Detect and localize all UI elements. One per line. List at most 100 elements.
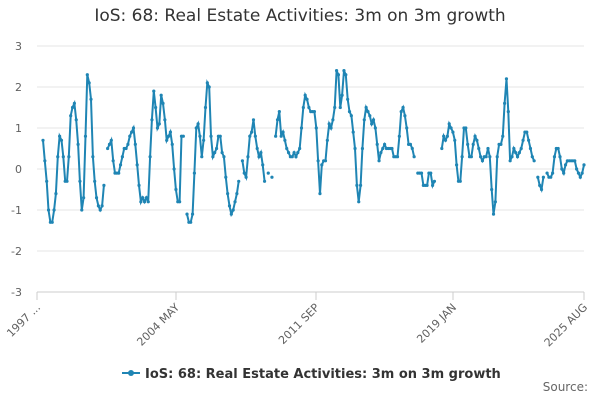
data-point[interactable] <box>312 110 317 114</box>
data-point[interactable] <box>377 159 381 163</box>
data-point[interactable] <box>107 142 112 146</box>
data-point[interactable] <box>159 93 163 97</box>
data-point[interactable] <box>220 151 224 155</box>
data-point[interactable] <box>85 73 89 77</box>
data-point[interactable] <box>56 155 60 159</box>
data-point[interactable] <box>397 134 401 138</box>
data-point[interactable] <box>283 138 287 142</box>
legend-label[interactable]: IoS: 68: Real Estate Activities: 3m on 3… <box>145 367 501 382</box>
data-point[interactable] <box>527 138 531 142</box>
data-point[interactable] <box>155 126 160 130</box>
data-point[interactable] <box>410 146 414 151</box>
data-point[interactable] <box>536 175 540 179</box>
data-point[interactable] <box>54 192 58 196</box>
data-point[interactable] <box>501 134 505 138</box>
data-point[interactable] <box>371 118 376 122</box>
data-point[interactable] <box>67 155 71 159</box>
data-point[interactable] <box>471 142 475 146</box>
data-point[interactable] <box>475 138 479 142</box>
data-point[interactable] <box>390 146 394 151</box>
data-point[interactable] <box>118 163 123 167</box>
data-point[interactable] <box>233 200 237 204</box>
data-point[interactable] <box>202 138 206 142</box>
data-point[interactable] <box>70 105 75 110</box>
data-point[interactable] <box>395 155 400 159</box>
data-point[interactable] <box>111 159 115 163</box>
data-point[interactable] <box>320 163 324 167</box>
data-point[interactable] <box>135 163 139 167</box>
data-point[interactable] <box>582 163 586 167</box>
data-point[interactable] <box>290 155 294 159</box>
data-point[interactable] <box>154 105 158 110</box>
data-point[interactable] <box>549 175 553 179</box>
data-point[interactable] <box>242 171 246 175</box>
data-point[interactable] <box>133 142 137 146</box>
data-point[interactable] <box>338 105 342 110</box>
data-point[interactable] <box>528 146 533 151</box>
data-point[interactable] <box>342 69 346 73</box>
data-point[interactable] <box>266 171 270 175</box>
data-point[interactable] <box>303 93 307 97</box>
data-point[interactable] <box>440 146 444 151</box>
data-point[interactable] <box>491 212 496 216</box>
data-point[interactable] <box>78 179 82 183</box>
data-point[interactable] <box>480 159 485 163</box>
data-point[interactable] <box>532 159 536 163</box>
data-point[interactable] <box>229 212 233 216</box>
data-point[interactable] <box>74 118 78 122</box>
data-point[interactable] <box>218 134 222 138</box>
data-point[interactable] <box>98 208 102 212</box>
data-point[interactable] <box>93 179 97 183</box>
data-point[interactable] <box>344 73 348 77</box>
data-point[interactable] <box>130 130 134 134</box>
data-point[interactable] <box>360 146 365 151</box>
data-point[interactable] <box>106 146 110 151</box>
data-point[interactable] <box>131 126 136 130</box>
data-point[interactable] <box>578 175 582 179</box>
data-point[interactable] <box>142 200 147 204</box>
data-point[interactable] <box>576 171 581 175</box>
data-point[interactable] <box>299 126 304 130</box>
data-point[interactable] <box>318 192 322 196</box>
data-point[interactable] <box>541 175 545 179</box>
data-point[interactable] <box>405 126 409 130</box>
data-point[interactable] <box>275 118 280 122</box>
data-point[interactable] <box>349 114 353 118</box>
data-point[interactable] <box>408 142 413 146</box>
data-point[interactable] <box>366 110 370 114</box>
data-point[interactable] <box>45 179 49 183</box>
data-point[interactable] <box>454 163 459 167</box>
data-point[interactable] <box>403 114 407 118</box>
data-point[interactable] <box>141 196 145 200</box>
data-point[interactable] <box>560 167 564 171</box>
data-point[interactable] <box>76 142 80 146</box>
data-point[interactable] <box>486 146 490 151</box>
data-point[interactable] <box>286 151 291 155</box>
data-point[interactable] <box>346 97 350 101</box>
data-point[interactable] <box>451 130 455 134</box>
data-point[interactable] <box>117 171 121 175</box>
data-point[interactable] <box>499 142 503 146</box>
data-point[interactable] <box>334 69 339 73</box>
data-point[interactable] <box>301 105 305 110</box>
data-point[interactable] <box>168 130 173 134</box>
data-point[interactable] <box>178 200 182 204</box>
data-point[interactable] <box>213 151 217 155</box>
data-point[interactable] <box>336 73 341 77</box>
data-point[interactable] <box>120 155 124 159</box>
data-point[interactable] <box>323 159 328 163</box>
data-point[interactable] <box>329 126 333 130</box>
data-point[interactable] <box>137 183 141 187</box>
data-point[interactable] <box>246 155 250 159</box>
data-point[interactable] <box>375 142 379 146</box>
data-point[interactable] <box>353 146 357 151</box>
data-point[interactable] <box>382 142 387 146</box>
data-point[interactable] <box>50 220 54 224</box>
data-point[interactable] <box>80 208 84 212</box>
data-point[interactable] <box>244 175 248 179</box>
data-point[interactable] <box>41 138 45 142</box>
data-point[interactable] <box>237 179 241 183</box>
data-point[interactable] <box>305 97 309 101</box>
data-point[interactable] <box>194 126 198 130</box>
data-point[interactable] <box>355 183 359 187</box>
